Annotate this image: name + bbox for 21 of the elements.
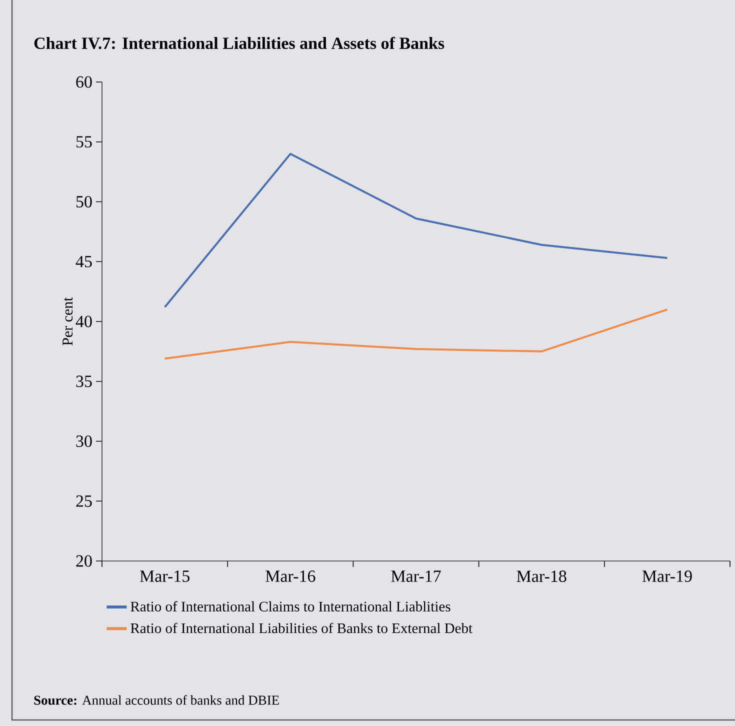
x-tick-label: Mar-19 bbox=[642, 570, 692, 582]
y-tick-label: 30 bbox=[76, 436, 92, 447]
x-tick-label: Mar-15 bbox=[140, 570, 190, 582]
y-tick-label: 60 bbox=[76, 76, 92, 88]
y-tick-label: 40 bbox=[76, 316, 92, 328]
legend-label: Ratio of International Claims to International Liablities bbox=[130, 601, 450, 612]
x-tick-label: Mar-18 bbox=[516, 570, 566, 582]
line-series bbox=[164, 152, 668, 308]
text: Source: Annual accounts of banks and DBIE bbox=[34, 695, 279, 705]
chart-title: Chart IV.7: International Liabilities and Assets of Banks bbox=[34, 36, 444, 50]
x-tick-label: Mar-17 bbox=[391, 570, 441, 582]
line-series bbox=[164, 308, 668, 360]
y-tick-label: 35 bbox=[76, 376, 92, 388]
y-tick-label: 45 bbox=[76, 256, 92, 268]
y-tick-label: 55 bbox=[76, 136, 92, 148]
y-tick-label: 20 bbox=[76, 555, 92, 567]
y-tick-label: 25 bbox=[76, 495, 92, 507]
y-tick-label: 50 bbox=[76, 196, 92, 208]
x-tick-label: Mar-16 bbox=[266, 570, 316, 582]
y-axis-title: Per cent bbox=[62, 297, 73, 346]
legend-label: Ratio of International Liabilities of Banks to External Debt bbox=[130, 622, 472, 634]
